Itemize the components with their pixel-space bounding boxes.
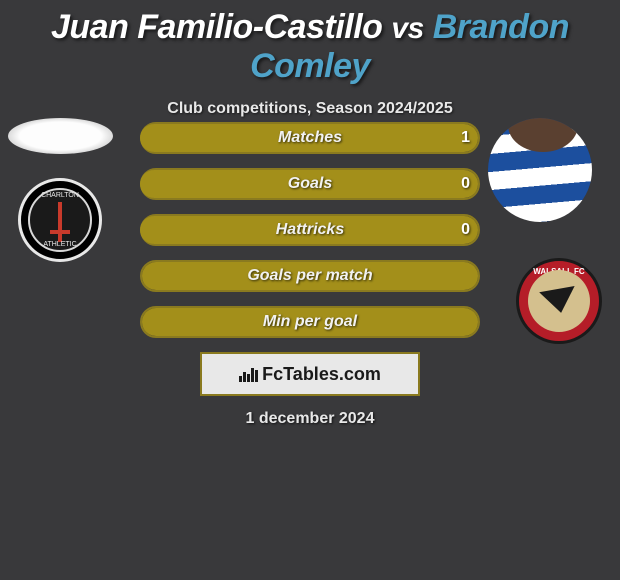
charlton-badge-inner: CHARLTON ATHLETIC <box>28 188 92 252</box>
stat-value-right: 0 <box>461 168 470 200</box>
watermark-text: FcTables.com <box>262 364 381 385</box>
stat-value-right: 1 <box>461 122 470 154</box>
bar-chart-icon <box>239 366 258 382</box>
stat-label: Hattricks <box>140 214 480 246</box>
walsall-badge-inner <box>528 270 590 332</box>
stats-container: Matches1Goals0Hattricks0Goals per matchM… <box>140 122 480 352</box>
sword-icon <box>58 202 62 242</box>
player1-avatar <box>8 118 113 154</box>
player1-name: Juan Familio-Castillo <box>51 8 382 46</box>
comparison-title: Juan Familio-Castillo vs Brandon Comley <box>0 0 620 86</box>
swift-bird-icon <box>539 286 579 316</box>
vs-separator: vs <box>391 12 423 45</box>
player2-club-badge: WALSALL FC <box>516 258 602 344</box>
stat-label: Goals <box>140 168 480 200</box>
snapshot-date: 1 december 2024 <box>0 410 620 428</box>
stat-row: Goals0 <box>140 168 480 200</box>
club-left-label-top: CHARLTON <box>30 192 90 199</box>
subtitle: Club competitions, Season 2024/2025 <box>0 100 620 118</box>
stat-row: Goals per match <box>140 260 480 292</box>
player2-avatar <box>488 118 592 222</box>
watermark: FcTables.com <box>200 352 420 396</box>
club-left-label-bot: ATHLETIC <box>30 241 90 248</box>
stat-label: Goals per match <box>140 260 480 292</box>
stat-row: Min per goal <box>140 306 480 338</box>
stat-row: Hattricks0 <box>140 214 480 246</box>
stat-row: Matches1 <box>140 122 480 154</box>
stat-label: Min per goal <box>140 306 480 338</box>
player1-club-badge: CHARLTON ATHLETIC <box>18 178 102 262</box>
stat-label: Matches <box>140 122 480 154</box>
stat-value-right: 0 <box>461 214 470 246</box>
